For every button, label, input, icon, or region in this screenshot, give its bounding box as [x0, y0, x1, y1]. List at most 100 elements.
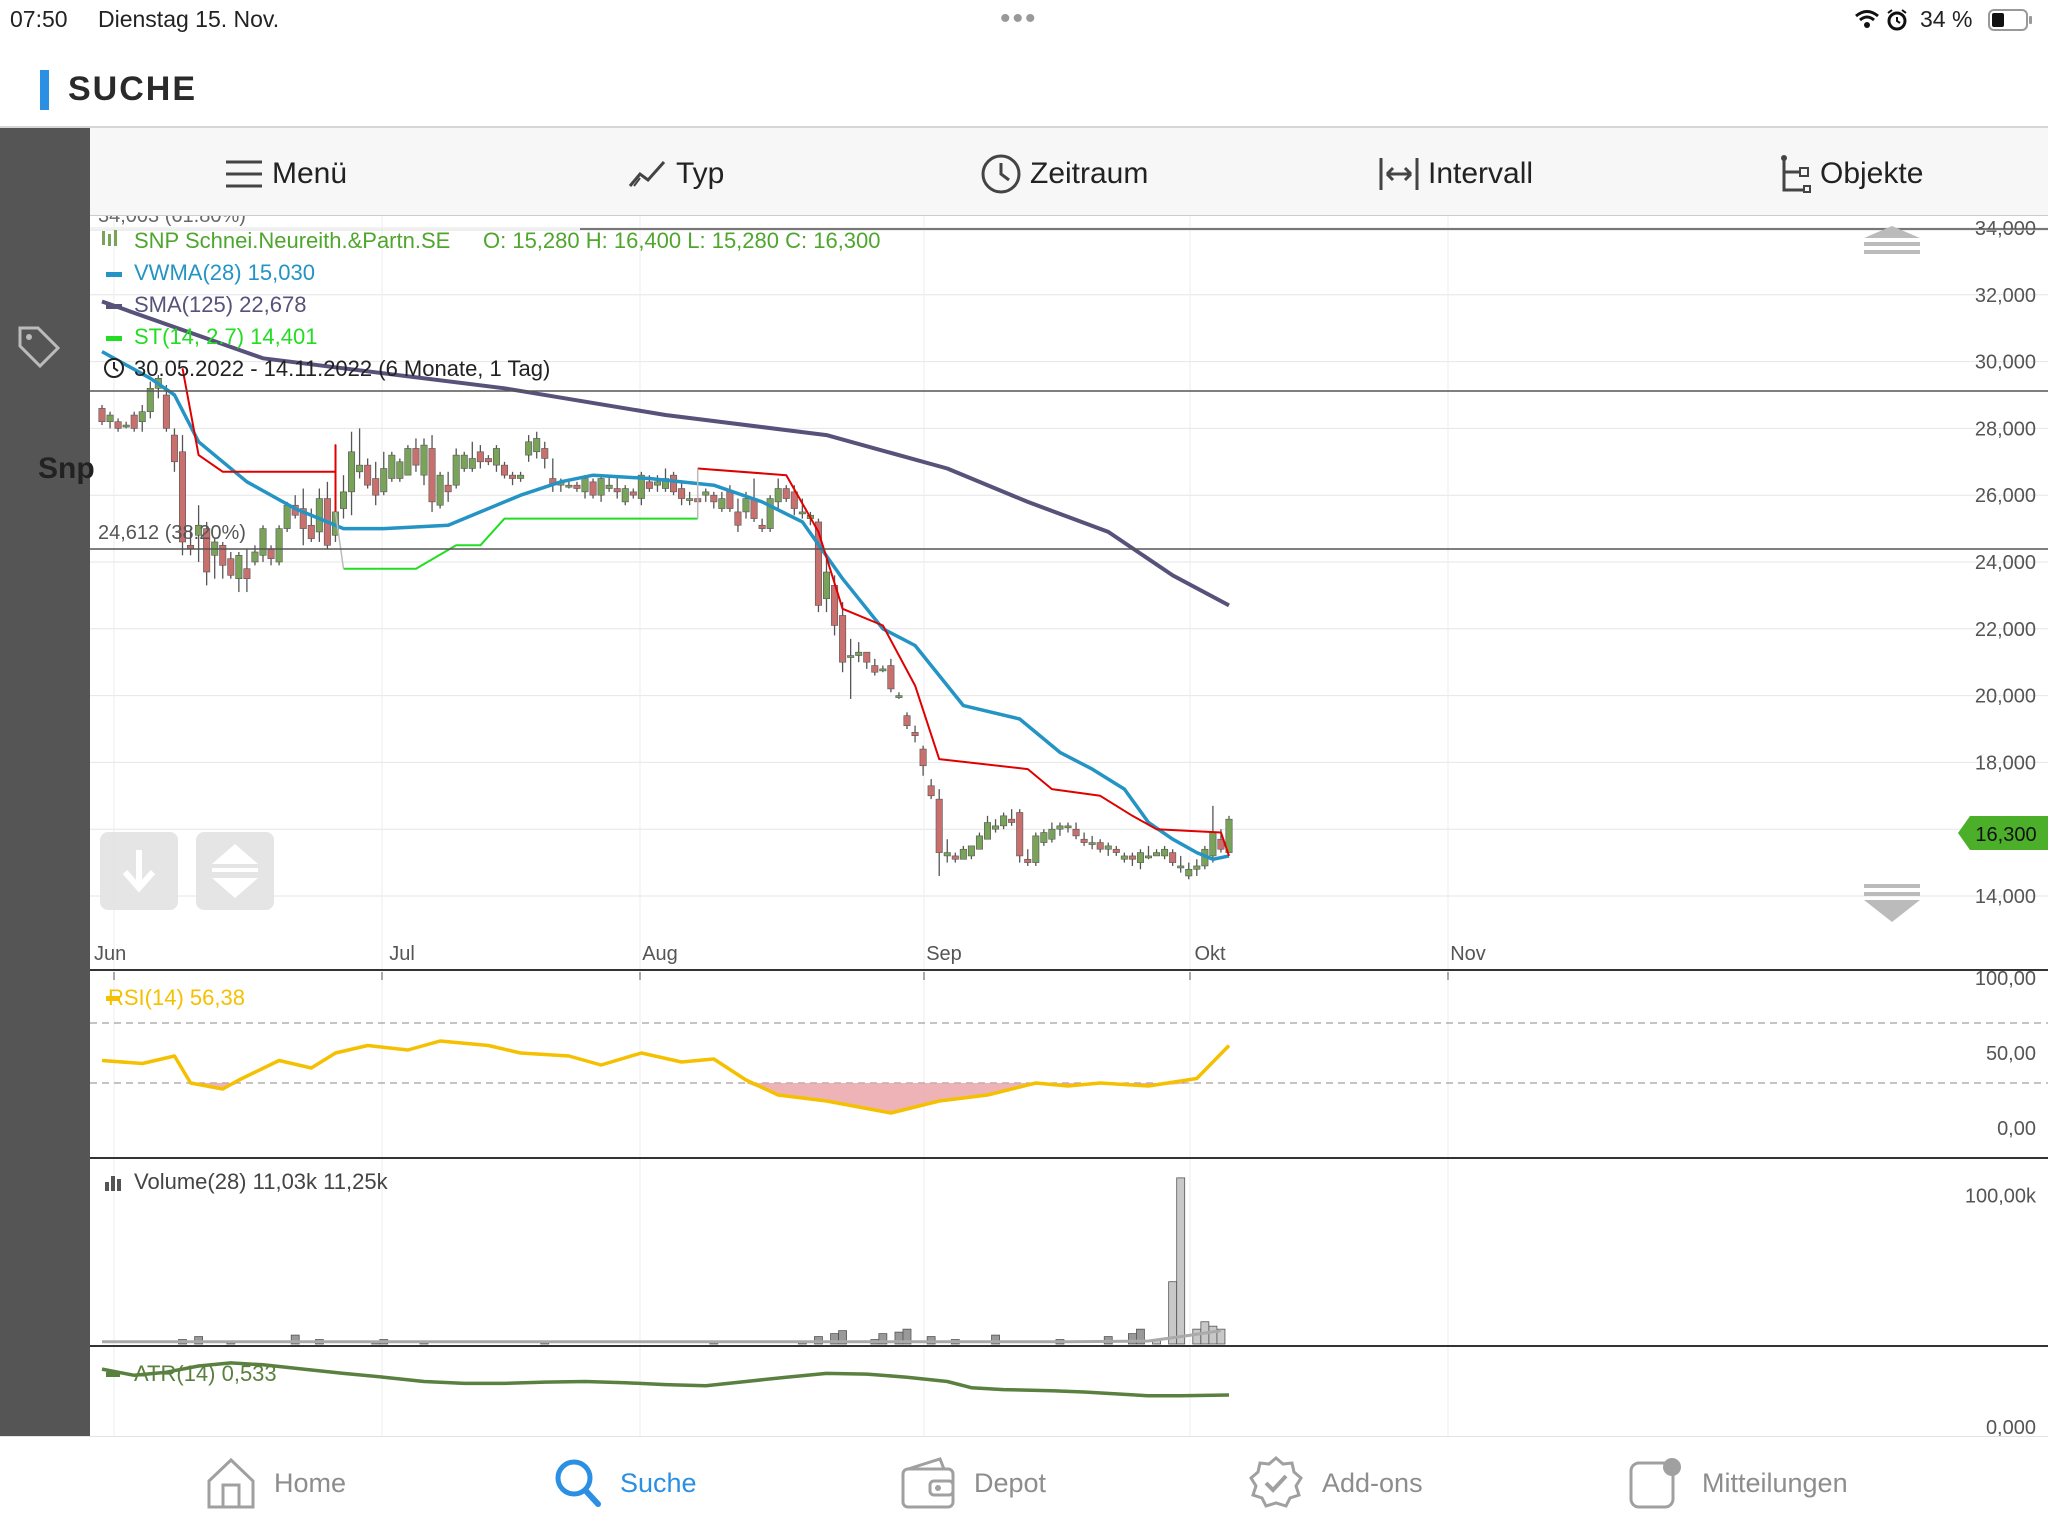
- candle[interactable]: [396, 461, 404, 479]
- menu-button[interactable]: Menü: [224, 154, 347, 194]
- candle[interactable]: [1153, 852, 1161, 857]
- candle[interactable]: [299, 508, 307, 529]
- candle[interactable]: [573, 484, 581, 489]
- candle[interactable]: [420, 444, 428, 476]
- candle[interactable]: [1096, 842, 1104, 850]
- candle[interactable]: [138, 411, 146, 423]
- candle[interactable]: [613, 488, 621, 493]
- candle[interactable]: [1161, 848, 1169, 857]
- candle[interactable]: [742, 498, 750, 513]
- candle[interactable]: [1128, 855, 1136, 860]
- candle[interactable]: [1120, 855, 1128, 860]
- candle[interactable]: [412, 448, 420, 466]
- candle[interactable]: [130, 414, 138, 429]
- candle[interactable]: [726, 491, 734, 509]
- candle[interactable]: [951, 855, 959, 860]
- scroll-down-icon[interactable]: [1864, 884, 1920, 922]
- candle[interactable]: [452, 454, 460, 486]
- tab-home[interactable]: Home: [206, 1455, 346, 1511]
- candle[interactable]: [911, 732, 919, 736]
- candle[interactable]: [734, 511, 742, 526]
- candle[interactable]: [1080, 838, 1088, 843]
- volume-bar[interactable]: [838, 1330, 847, 1345]
- interval-button[interactable]: Intervall: [1378, 154, 1533, 194]
- candle[interactable]: [1225, 818, 1233, 853]
- volume-bar[interactable]: [1168, 1281, 1178, 1345]
- candle[interactable]: [1112, 848, 1120, 853]
- volume-bar[interactable]: [1136, 1328, 1145, 1345]
- candle[interactable]: [798, 511, 806, 515]
- candle[interactable]: [315, 498, 323, 533]
- candle[interactable]: [597, 478, 605, 496]
- volume-bar[interactable]: [1176, 1177, 1186, 1345]
- candle[interactable]: [855, 651, 863, 656]
- rsi-panel[interactable]: [90, 1022, 2048, 1115]
- tab-search[interactable]: Suche: [554, 1455, 697, 1511]
- candle[interactable]: [782, 488, 790, 499]
- candle[interactable]: [895, 695, 903, 698]
- candle[interactable]: [243, 568, 251, 579]
- candle[interactable]: [1040, 832, 1048, 843]
- candle[interactable]: [879, 668, 887, 672]
- download-button[interactable]: [100, 832, 178, 910]
- candle[interactable]: [235, 555, 243, 580]
- candle[interactable]: [959, 848, 967, 860]
- candle[interactable]: [903, 715, 911, 726]
- volume-bar[interactable]: [290, 1334, 300, 1345]
- candle[interactable]: [887, 665, 895, 690]
- candle[interactable]: [686, 498, 694, 501]
- candle[interactable]: [871, 665, 879, 673]
- volume-bar[interactable]: [991, 1334, 1000, 1345]
- candle[interactable]: [444, 484, 452, 493]
- candle[interactable]: [702, 491, 710, 496]
- candle[interactable]: [251, 551, 259, 563]
- candle[interactable]: [774, 488, 782, 503]
- tab-depot[interactable]: Depot: [900, 1455, 1046, 1511]
- candle[interactable]: [460, 454, 468, 469]
- candle[interactable]: [122, 424, 130, 428]
- candle[interactable]: [621, 488, 629, 503]
- candle[interactable]: [581, 478, 589, 493]
- candle[interactable]: [259, 528, 267, 556]
- atr-panel[interactable]: [101, 1361, 1230, 1398]
- chart-type-button[interactable]: Typ: [628, 154, 724, 194]
- candle[interactable]: [283, 504, 291, 529]
- candle[interactable]: [678, 488, 686, 499]
- candle[interactable]: [484, 458, 492, 463]
- candle[interactable]: [790, 491, 798, 509]
- candle[interactable]: [1024, 858, 1032, 863]
- candle[interactable]: [388, 454, 396, 479]
- candle[interactable]: [114, 421, 122, 429]
- candle[interactable]: [1016, 812, 1024, 857]
- candle[interactable]: [436, 474, 444, 506]
- candle[interactable]: [710, 494, 718, 503]
- candle[interactable]: [307, 524, 315, 539]
- candle[interactable]: [983, 822, 991, 840]
- candle[interactable]: [525, 441, 533, 456]
- candle[interactable]: [356, 464, 364, 473]
- candle[interactable]: [935, 798, 943, 853]
- candle[interactable]: [1209, 832, 1217, 857]
- candle[interactable]: [1104, 845, 1112, 850]
- candle[interactable]: [847, 655, 855, 658]
- tag-icon[interactable]: [16, 324, 62, 370]
- candle[interactable]: [146, 388, 154, 413]
- chart-area[interactable]: 34,00032,00030,00028,00026,00024,00022,0…: [90, 216, 2048, 1436]
- candle[interactable]: [340, 491, 348, 509]
- candle[interactable]: [533, 438, 541, 453]
- candle[interactable]: [517, 474, 525, 479]
- candle[interactable]: [975, 835, 983, 850]
- volume-bar[interactable]: [1192, 1328, 1202, 1345]
- candle[interactable]: [380, 468, 388, 493]
- candle[interactable]: [492, 448, 500, 466]
- candle[interactable]: [1072, 828, 1080, 837]
- candle[interactable]: [629, 491, 637, 496]
- candle[interactable]: [1064, 825, 1072, 829]
- candle[interactable]: [219, 544, 227, 566]
- candle[interactable]: [758, 524, 766, 529]
- candle[interactable]: [372, 478, 380, 496]
- period-button[interactable]: Zeitraum: [980, 154, 1148, 194]
- candle[interactable]: [179, 451, 187, 543]
- candle[interactable]: [509, 474, 517, 479]
- candle[interactable]: [1193, 865, 1201, 870]
